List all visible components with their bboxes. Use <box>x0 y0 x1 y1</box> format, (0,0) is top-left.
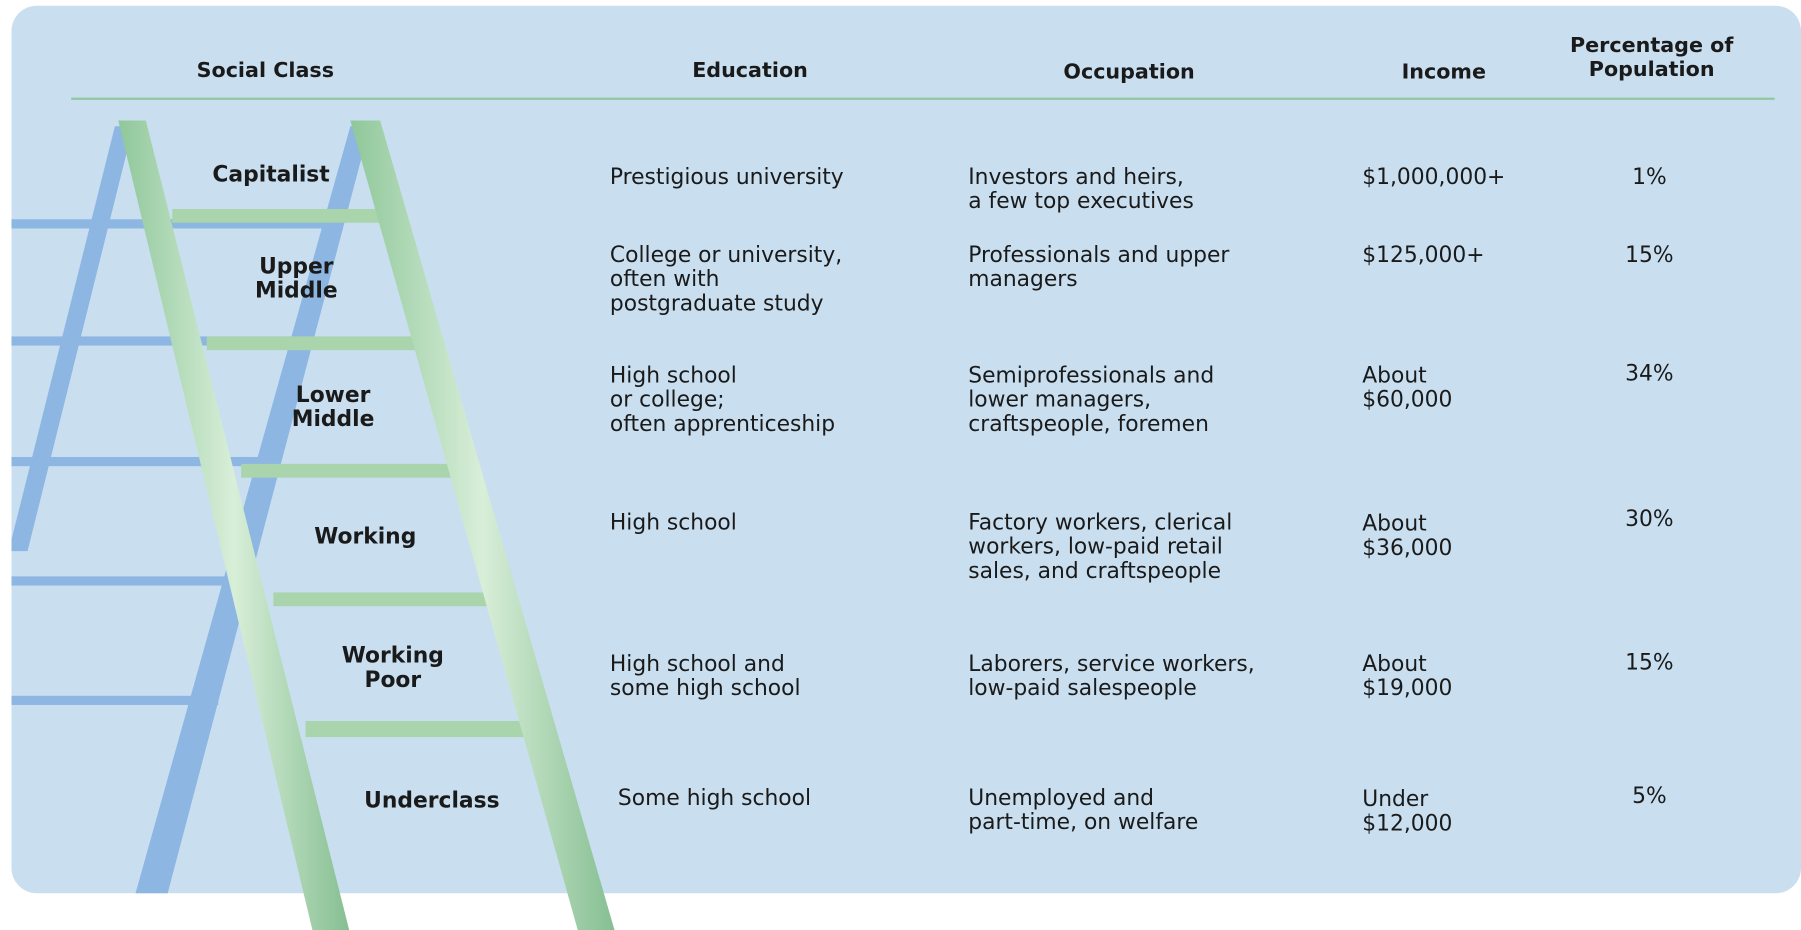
occupation: Factory workers, clerical <box>968 511 1232 536</box>
income: $1,000,000+ <box>1362 165 1505 190</box>
social-class: Working <box>342 644 444 669</box>
column-header: Occupation <box>1063 59 1194 83</box>
social-class: Underclass <box>364 788 499 813</box>
occupation: Semiprofessionals and <box>968 364 1214 389</box>
occupation: Investors and heirs, <box>968 165 1184 190</box>
education: or college; <box>610 388 725 413</box>
occupation: managers <box>968 267 1077 292</box>
education: Some high school <box>618 786 811 811</box>
occupation: a few top executives <box>968 189 1194 214</box>
occupation: sales, and craftspeople <box>968 559 1221 584</box>
income: $19,000 <box>1362 676 1452 701</box>
education: Prestigious university <box>610 165 844 190</box>
column-header: Population <box>1589 57 1715 81</box>
income: $12,000 <box>1362 811 1452 836</box>
income: $60,000 <box>1362 388 1452 413</box>
percentage: 15% <box>1625 651 1673 676</box>
percentage: 30% <box>1625 507 1673 532</box>
education: often with <box>610 267 720 292</box>
occupation: low-paid salespeople <box>968 676 1197 701</box>
occupation: craftspeople, foremen <box>968 412 1209 437</box>
income: $125,000+ <box>1362 243 1484 268</box>
social-class: Working <box>314 524 416 549</box>
social-class: Middle <box>292 407 375 432</box>
occupation: part-time, on welfare <box>968 810 1198 835</box>
social-class: Middle <box>255 279 338 304</box>
table: Social Class Education Occupation Income Per… <box>197 33 1735 836</box>
education: High school <box>610 511 737 536</box>
income: Under <box>1362 787 1428 812</box>
column-header: Income <box>1402 59 1486 83</box>
percentage: 1% <box>1632 165 1667 190</box>
social-class: Upper <box>259 255 334 280</box>
percentage: 34% <box>1625 361 1673 386</box>
front-ladder <box>118 120 615 930</box>
column-header: Percentage of <box>1570 33 1734 57</box>
column-header: Social Class <box>197 58 334 82</box>
percentage: 15% <box>1625 243 1673 268</box>
social-class: Poor <box>364 668 421 693</box>
occupation: Unemployed and <box>968 786 1154 811</box>
income: About <box>1362 364 1427 389</box>
education: some high school <box>610 676 801 701</box>
percentage: 5% <box>1632 784 1667 809</box>
occupation: Professionals and upper <box>968 243 1229 268</box>
occupation: Laborers, service workers, <box>968 652 1254 677</box>
income: About <box>1362 652 1427 677</box>
social-class: Lower <box>296 383 371 408</box>
occupation: lower managers, <box>968 388 1151 413</box>
occupation: workers, low-paid retail <box>968 535 1223 560</box>
income: About <box>1362 512 1427 537</box>
education: High school and <box>610 652 785 677</box>
education: High school <box>610 364 737 389</box>
income: $36,000 <box>1362 536 1452 561</box>
back-ladder <box>11 126 370 894</box>
column-header: Education <box>692 58 808 82</box>
education: College or university, <box>610 243 842 268</box>
social-class: Capitalist <box>212 163 329 188</box>
background-panel <box>11 5 1801 894</box>
education: often apprenticeship <box>610 412 835 437</box>
education: postgraduate study <box>610 291 824 316</box>
